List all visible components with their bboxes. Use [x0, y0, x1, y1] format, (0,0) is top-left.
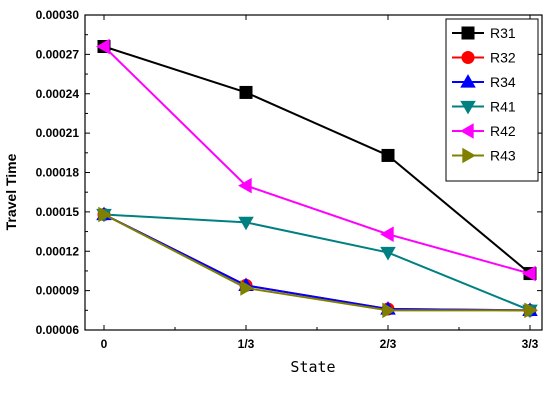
series-line	[103, 45, 531, 275]
y-tick-label: 0.00015	[36, 205, 80, 219]
y-tick-label: 0.00006	[36, 323, 80, 337]
y-axis-title: Travel Time	[3, 153, 19, 230]
y-tick-label: 0.00009	[36, 284, 80, 298]
data-point	[98, 206, 112, 223]
legend-entry: R42	[452, 123, 516, 139]
y-tick-label: 0.00030	[36, 8, 80, 22]
legend-marker	[460, 74, 476, 88]
legend-entry: R32	[452, 50, 516, 66]
legend-entry: R41	[452, 99, 516, 115]
series-line	[103, 213, 530, 312]
x-tick-label: 0	[101, 337, 108, 351]
data-point	[380, 246, 396, 261]
series-layer	[96, 38, 538, 319]
legend-label: R41	[490, 99, 516, 115]
legend-label: R34	[490, 74, 516, 90]
data-point	[524, 302, 538, 319]
legend-marker	[462, 147, 476, 164]
data-point	[380, 226, 394, 242]
series-line	[103, 213, 531, 312]
y-tick-label: 0.00027	[36, 47, 80, 61]
series-line	[103, 213, 531, 312]
series-line	[103, 45, 531, 275]
legend-marker	[460, 100, 476, 115]
data-point	[239, 85, 253, 99]
data-point	[238, 216, 254, 231]
data-point	[96, 38, 110, 55]
series-r42	[96, 38, 536, 282]
legend-entry: R31	[452, 25, 516, 41]
x-axis: 0 1/3 2/3 3/3	[101, 15, 539, 351]
x-tick-label: 3/3	[522, 337, 539, 351]
legend-marker	[460, 123, 474, 139]
legend-label: R43	[490, 148, 516, 164]
data-point	[382, 302, 396, 319]
x-axis-title: State	[290, 358, 335, 376]
data-point	[381, 148, 395, 162]
x-tick-label: 2/3	[380, 337, 397, 351]
legend-label: R32	[490, 50, 516, 66]
legend-marker	[461, 26, 475, 40]
series-line	[103, 213, 531, 312]
series-r43	[98, 206, 538, 319]
x-tick-label: 1/3	[238, 337, 255, 351]
y-tick-label: 0.00018	[36, 166, 80, 180]
legend: R31 R32 R34 R41 R42 R43	[445, 18, 539, 182]
data-point	[522, 265, 536, 282]
legend-marker	[461, 51, 475, 64]
legend-entry: R43	[452, 148, 516, 164]
data-point	[238, 177, 252, 194]
y-tick-label: 0.00021	[36, 126, 80, 140]
y-tick-label: 0.00012	[36, 244, 80, 258]
legend-label: R31	[490, 25, 516, 41]
y-tick-label: 0.00024	[36, 87, 80, 101]
legend-entry: R34	[452, 74, 516, 90]
legend-label: R42	[490, 123, 516, 139]
data-point	[240, 280, 254, 296]
legend-box	[445, 18, 539, 182]
y-axis: 0.00006 0.00009 0.00012 0.00015 0.00018 0.000…	[36, 8, 542, 337]
